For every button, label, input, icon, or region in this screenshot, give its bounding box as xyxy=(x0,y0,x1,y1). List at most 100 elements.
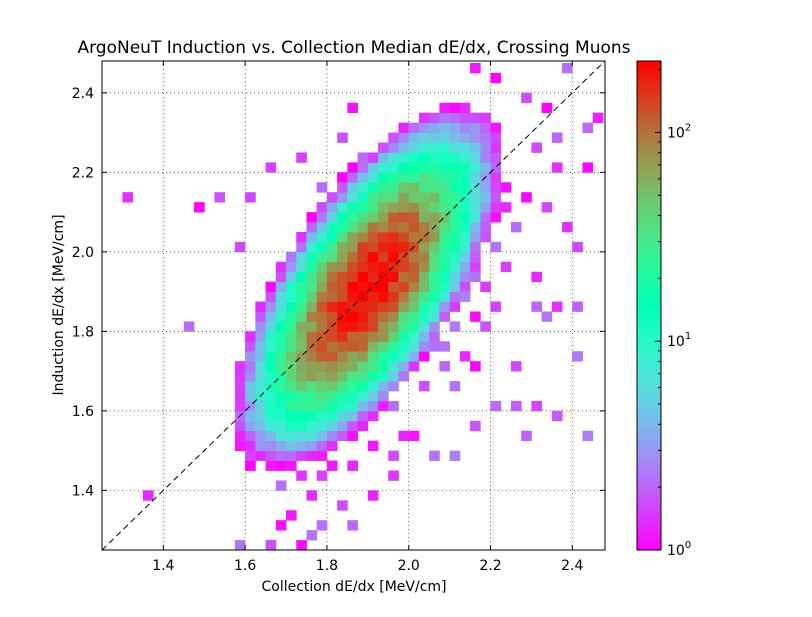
heatmap-cell xyxy=(470,361,481,372)
heatmap-cell xyxy=(275,291,287,302)
heatmap-cell xyxy=(459,291,471,302)
heatmap-cell xyxy=(470,162,481,173)
heatmap-cell xyxy=(255,430,266,442)
y-axis-label: Induction dE/dx [MeV/cm] xyxy=(51,214,67,395)
heatmap-cell xyxy=(337,500,348,511)
heatmap-cell xyxy=(265,311,277,322)
heatmap-cell xyxy=(306,231,318,243)
heatmap-cell xyxy=(388,371,399,382)
heatmap-cell xyxy=(296,261,307,273)
heatmap-cell xyxy=(398,341,410,352)
heatmap-cell xyxy=(459,152,471,163)
heatmap-cell xyxy=(439,271,451,283)
heatmap-cell xyxy=(429,241,440,253)
heatmap-cell xyxy=(470,271,481,283)
heatmap-cell xyxy=(286,341,297,352)
heatmap-cell xyxy=(582,430,594,442)
heatmap-cell xyxy=(418,251,430,263)
heatmap-cell xyxy=(326,241,338,253)
heatmap-cell xyxy=(388,162,399,173)
heatmap-cell xyxy=(255,371,266,382)
heatmap-cell xyxy=(367,222,379,233)
heatmap-cell xyxy=(490,192,502,203)
heatmap-cell xyxy=(480,281,491,292)
heatmap-cell xyxy=(378,311,389,322)
heatmap-cell xyxy=(418,122,430,133)
heatmap-cell xyxy=(408,331,420,342)
heatmap-cell xyxy=(316,311,328,322)
heatmap-cell xyxy=(255,341,266,352)
heatmap-cell xyxy=(347,241,358,253)
heatmap-cell xyxy=(367,321,379,332)
heatmap-cell xyxy=(439,261,451,273)
heatmap-cell xyxy=(378,361,389,372)
heatmap-cell xyxy=(337,430,348,442)
heatmap-cell xyxy=(357,261,369,273)
heatmap-cell xyxy=(521,430,532,442)
heatmap-cell xyxy=(286,321,297,332)
heatmap-cell xyxy=(337,271,348,283)
heatmap-cell xyxy=(275,420,287,432)
heatmap-cell xyxy=(275,271,287,283)
heatmap-cell xyxy=(480,132,491,143)
heatmap-cell xyxy=(449,122,461,133)
heatmap-cell xyxy=(388,132,399,143)
heatmap-cell xyxy=(357,321,369,332)
heatmap-cell xyxy=(275,341,287,352)
heatmap-cell xyxy=(306,261,318,273)
heatmap-cell xyxy=(490,122,502,133)
heatmap-cell xyxy=(306,281,318,292)
heatmap-cell xyxy=(378,371,389,382)
heatmap-cell xyxy=(418,162,430,173)
x-axis-ticks: 1.4 1.6 1.8 2.0 2.2 2.4 xyxy=(152,61,584,574)
heatmap-cell xyxy=(418,291,430,302)
heatmap-cell xyxy=(286,351,297,362)
heatmap-cell xyxy=(367,490,379,501)
x-axis-label: Collection dE/dx [MeV/cm] xyxy=(261,579,446,595)
heatmap-cell xyxy=(398,241,410,253)
heatmap-cell xyxy=(337,361,348,372)
heatmap-cell xyxy=(439,122,451,133)
heatmap-cell xyxy=(347,361,358,372)
heatmap-cell xyxy=(316,400,328,412)
heatmap-cell xyxy=(367,281,379,292)
heatmap-cell xyxy=(255,301,266,312)
heatmap-cell xyxy=(326,410,338,422)
heatmap-cell xyxy=(275,400,287,412)
heatmap-cell xyxy=(408,301,420,312)
heatmap-cell xyxy=(296,371,307,382)
heatmap-cell xyxy=(388,450,399,461)
heatmap-cell xyxy=(316,212,328,223)
heatmap-cell xyxy=(347,410,358,422)
heatmap-cell xyxy=(418,212,430,223)
heatmap-cell xyxy=(480,142,491,153)
heatmap-cell xyxy=(357,271,369,283)
heatmap-cell xyxy=(439,152,451,163)
heatmap-cell xyxy=(418,341,430,352)
heatmap-cell xyxy=(500,261,512,273)
heatmap-cell xyxy=(255,351,266,362)
heatmap-cell xyxy=(449,162,461,173)
heatmap-cell xyxy=(521,192,532,203)
heatmap-cell xyxy=(347,321,358,332)
heatmap-cell xyxy=(408,341,420,352)
heatmap-cell xyxy=(275,390,287,402)
heatmap-cell xyxy=(572,351,583,362)
heatmap-cell xyxy=(306,212,318,223)
heatmap-cell xyxy=(378,212,389,223)
heatmap-cell xyxy=(357,241,369,253)
heatmap-cell xyxy=(439,301,451,312)
heatmap-cell xyxy=(429,251,440,263)
heatmap-cell xyxy=(286,281,297,292)
heatmap-cell xyxy=(429,172,440,183)
heatmap-cell xyxy=(449,291,461,302)
heatmap-cell xyxy=(234,241,246,253)
heatmap-cell xyxy=(337,291,348,302)
heatmap-cell xyxy=(439,142,451,153)
heatmap-cell xyxy=(316,291,328,302)
heatmap-cell xyxy=(500,202,512,213)
heatmap-cell xyxy=(429,311,440,322)
heatmap-cell xyxy=(439,172,451,183)
heatmap-cell xyxy=(510,222,522,233)
heatmap-cell xyxy=(490,212,502,223)
